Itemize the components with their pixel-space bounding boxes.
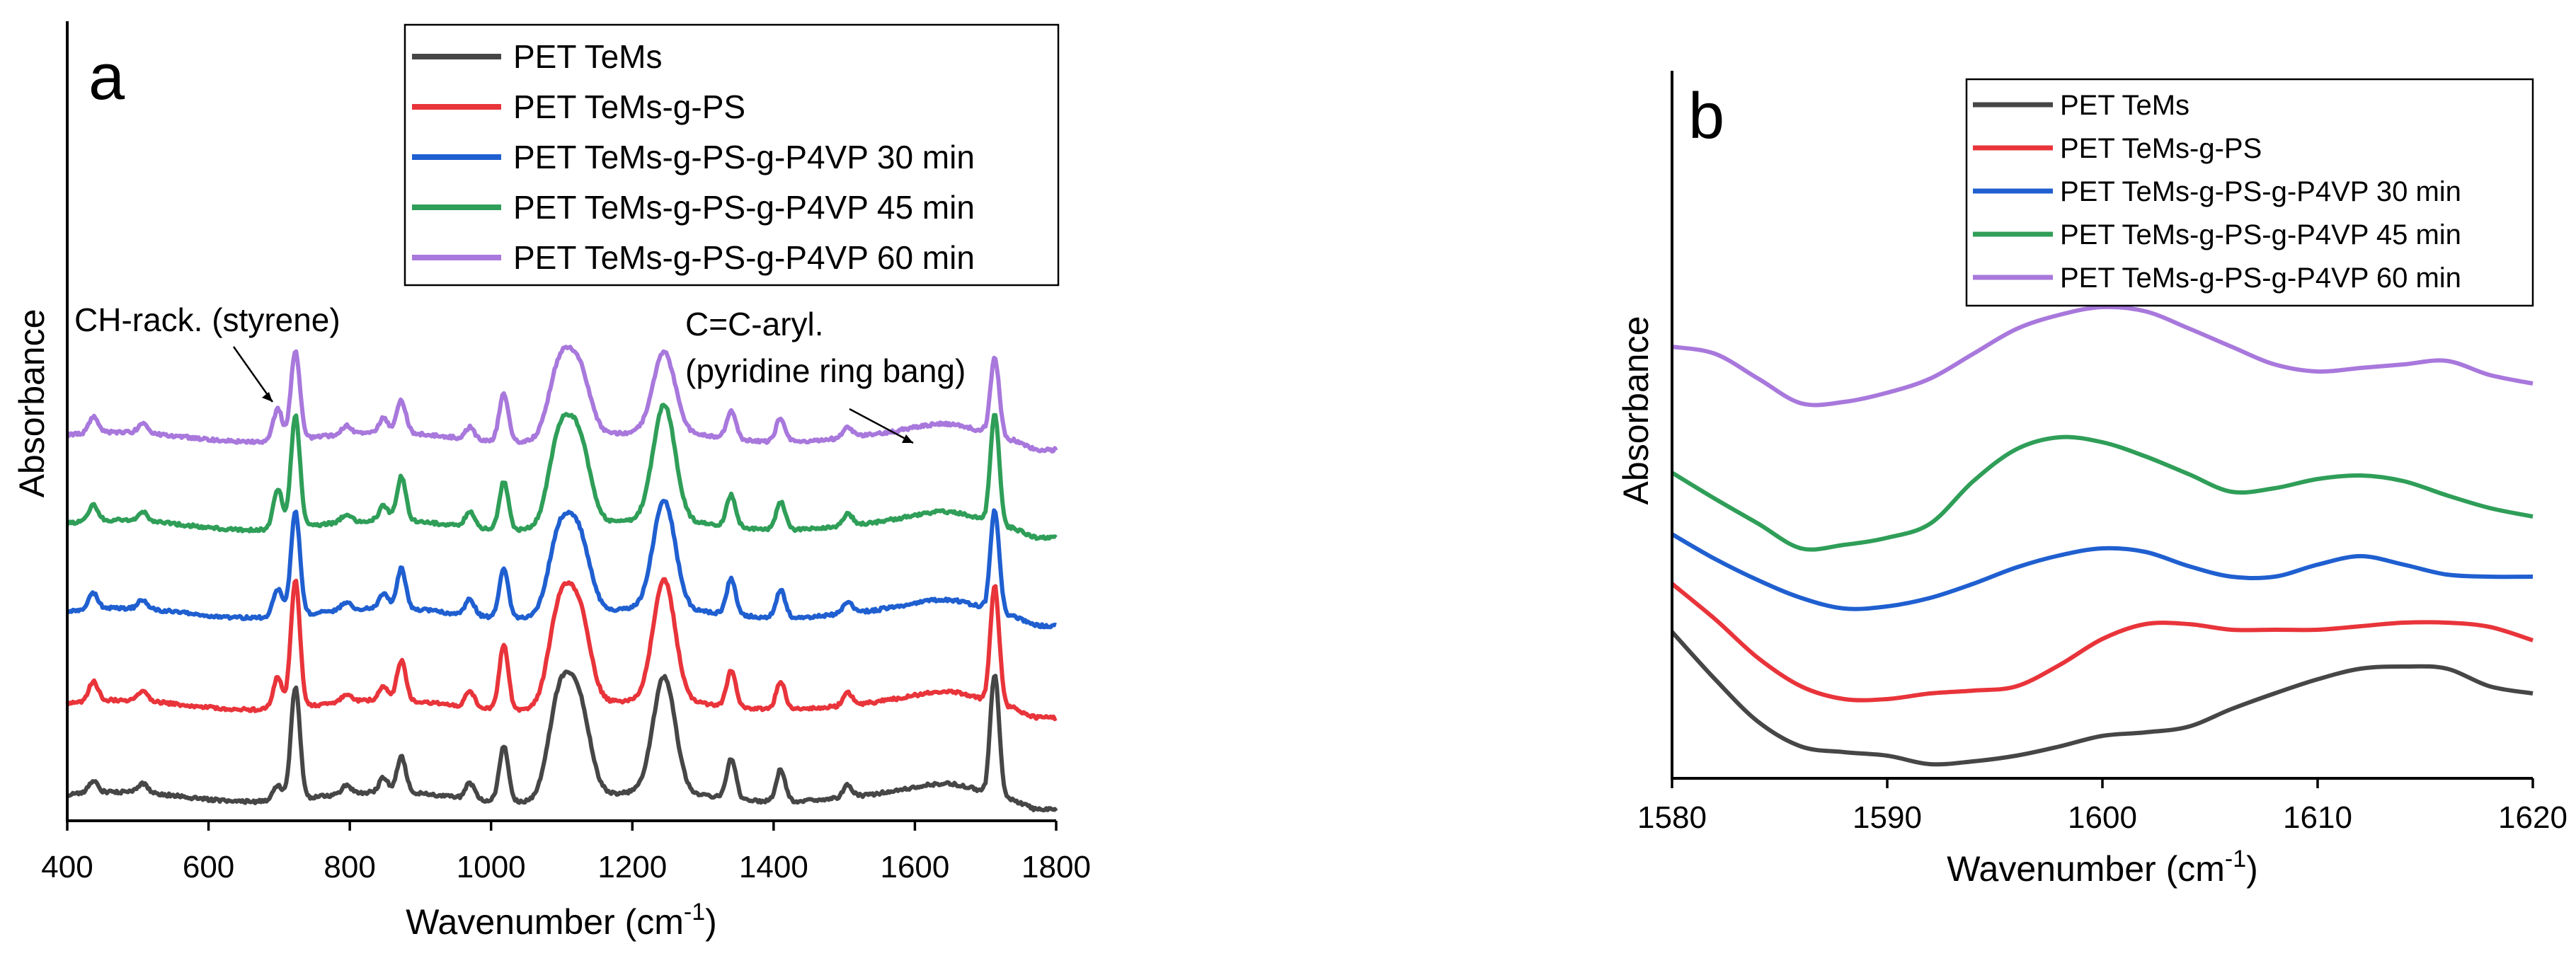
annotation-pyridine-ring-bang: (pyridine ring bang) [685, 352, 966, 389]
legend-a-label-pet-tems-g-ps: PET TeMs-g-PS [513, 88, 745, 125]
panel-b-x-title-main: Wavenumber (cm [1947, 849, 2225, 889]
panel-b-series-lines [1670, 304, 2534, 767]
panel-b-series-pet-tems-g-ps-g-p4vp-45-min [1671, 434, 2534, 552]
legend-a-item-p4vp-60: PET TeMs-g-PS-g-P4VP 60 min [412, 239, 975, 276]
panel-b-x-tick-label-1590: 1590 [1853, 800, 1922, 835]
annotation-arrowhead-pyridine [902, 434, 913, 443]
panel-b-x-axis-title: Wavenumber (cm-1) [1947, 846, 2258, 889]
panel-b-x-tick-label-1620: 1620 [2498, 800, 2568, 835]
panel-b-x-title-sup: -1 [2225, 846, 2246, 872]
panel-a-series-pet-tems [66, 669, 1058, 813]
legend-a-item-p4vp-45: PET TeMs-g-PS-g-P4VP 45 min [412, 189, 975, 226]
panel-a-x-title-main: Wavenumber (cm [406, 902, 684, 942]
legend-b-label-p4vp-30: PET TeMs-g-PS-g-P4VP 30 min [2060, 176, 2461, 207]
annotation-arrow-pyridine [849, 408, 914, 444]
panel-a-ticks: 400 600 800 1000 1200 1400 1600 1800 [41, 821, 1091, 884]
panel-b-letter: b [1688, 80, 1724, 152]
panel-b-legend-box [1965, 78, 2534, 307]
panel-a-x-tick-label-1000: 1000 [457, 850, 526, 884]
annotation-arrowhead-styrene [262, 392, 273, 402]
panel-b-x-tick-label-1600: 1600 [2068, 800, 2137, 835]
panel-a-x-tick-label-1800: 1800 [1021, 850, 1091, 884]
panel-b-ticks: 1580 1590 1600 1610 1620 [1637, 778, 2568, 835]
panel-b-x-tick-label-1610: 1610 [2283, 800, 2352, 835]
panel-b: 1580 1590 1600 1610 1620 b Absorbance Wavenu… [1616, 71, 2568, 889]
legend-a-label-p4vp-45: PET TeMs-g-PS-g-P4VP 45 min [513, 189, 975, 226]
annotation-arrow-styrene [232, 346, 274, 403]
panel-b-series-pet-tems-g-ps-g-p4vp-30-min [1671, 532, 2534, 611]
panel-a-series-lines [65, 345, 1058, 813]
panel-a-series-pet-tems-g-ps-g-p4vp-45-min [65, 403, 1058, 541]
panel-a-x-tick-label-800: 800 [324, 850, 375, 884]
panel-a-x-tick-label-400: 400 [41, 850, 93, 884]
panel-b-y-axis-title: Absorbance [1616, 316, 1656, 505]
panel-b-x-title-end: ) [2246, 849, 2258, 889]
legend-b-label-pet-tems-g-ps: PET TeMs-g-PS [2060, 133, 2262, 164]
legend-b-item-pet-tems-g-ps: PET TeMs-g-PS [1973, 133, 2262, 164]
panel-a-legend-box [403, 23, 1060, 287]
legend-b-item-p4vp-60: PET TeMs-g-PS-g-P4VP 60 min [1973, 263, 2461, 294]
panel-a-x-tick-label-1400: 1400 [739, 850, 808, 884]
legend-a-item-p4vp-30: PET TeMs-g-PS-g-P4VP 30 min [412, 139, 975, 175]
legend-b-label-p4vp-45: PET TeMs-g-PS-g-P4VP 45 min [2060, 219, 2461, 250]
legend-b-label-p4vp-60: PET TeMs-g-PS-g-P4VP 60 min [2060, 263, 2461, 294]
legend-a-label-p4vp-30: PET TeMs-g-PS-g-P4VP 30 min [513, 139, 975, 175]
legend-b-item-p4vp-30: PET TeMs-g-PS-g-P4VP 30 min [1973, 176, 2461, 207]
panel-a-x-tick-label-1600: 1600 [880, 850, 949, 884]
legend-b-item-pet-tems: PET TeMs [1973, 90, 2189, 121]
legend-a-label-p4vp-60: PET TeMs-g-PS-g-P4VP 60 min [513, 239, 975, 276]
panel-a-legend: PET TeMs PET TeMs-g-PS PET TeMs-g-PS-g-P… [403, 23, 1060, 287]
panel-a-x-title-end: ) [705, 902, 717, 942]
panel-a-x-tick-label-600: 600 [183, 850, 234, 884]
panel-a-letter: a [88, 41, 125, 113]
panel-a-y-axis-title: Absorbance [12, 309, 52, 498]
panel-a: 400 600 800 1000 1200 1400 1600 1800 a Absorban… [12, 21, 1091, 942]
panel-a-series-pet-tems-g-ps-g-p4vp-30-min [66, 498, 1057, 630]
panel-b-legend: PET TeMs PET TeMs-g-PS PET TeMs-g-PS-g-P… [1965, 78, 2534, 307]
legend-b-label-pet-tems: PET TeMs [2060, 90, 2189, 121]
panel-a-x-axis-title: Wavenumber (cm-1) [406, 899, 717, 942]
panel-a-x-title-sup: -1 [684, 899, 705, 925]
panel-b-series-pet-tems [1670, 630, 2534, 767]
annotation-ch-rack-styrene: CH-rack. (styrene) [74, 301, 340, 338]
panel-b-x-tick-label-1580: 1580 [1637, 800, 1707, 835]
panel-a-series-pet-tems-g-ps [65, 577, 1058, 722]
panel-b-series-pet-tems-g-ps [1671, 582, 2534, 703]
legend-a-item-pet-tems-g-ps: PET TeMs-g-PS [412, 88, 745, 125]
annotation-c-c-aryl: C=C-aryl. [685, 306, 824, 342]
panel-a-x-tick-label-1200: 1200 [597, 850, 667, 884]
panel-b-series-pet-tems-g-ps-g-p4vp-60-min [1671, 304, 2534, 408]
legend-a-label-pet-tems: PET TeMs [513, 38, 662, 75]
legend-a-item-pet-tems: PET TeMs [412, 38, 662, 75]
legend-b-item-p4vp-45: PET TeMs-g-PS-g-P4VP 45 min [1973, 219, 2461, 250]
